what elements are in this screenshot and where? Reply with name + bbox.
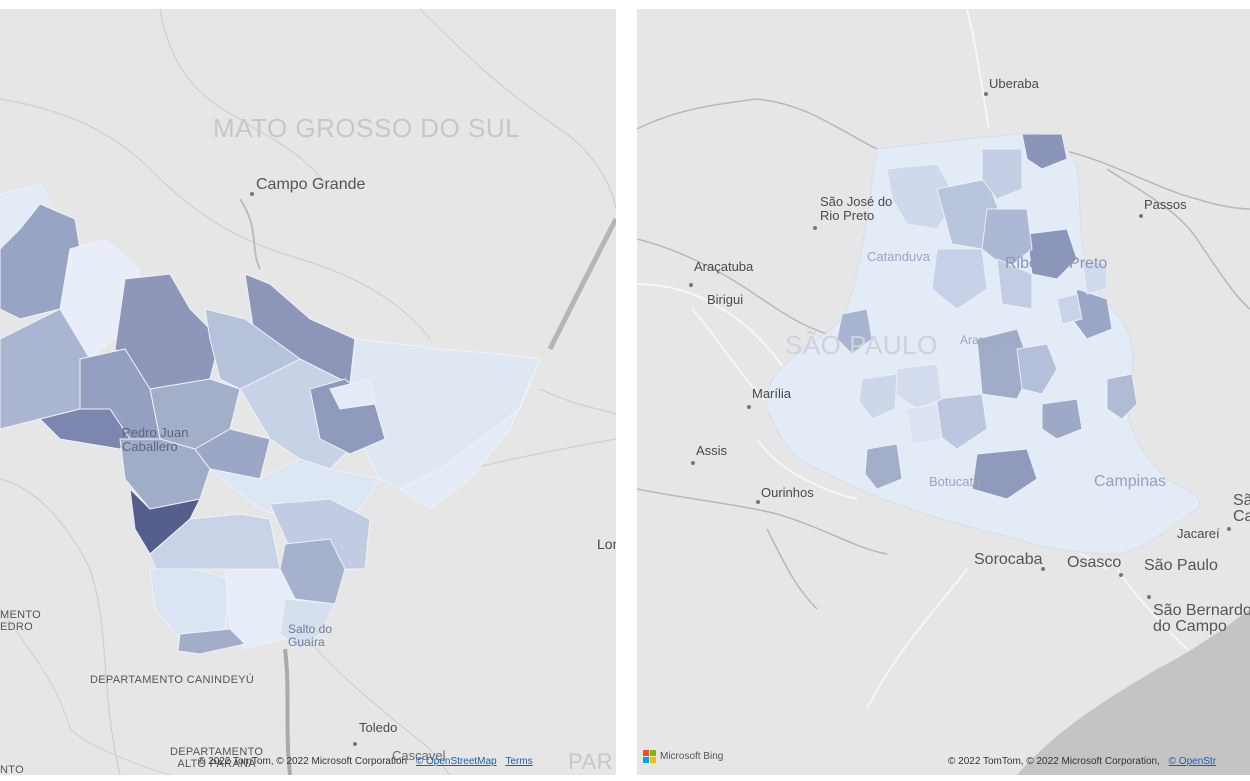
city-label-marilia: Marília	[752, 386, 792, 401]
city-dot	[813, 226, 817, 230]
city-dot	[1041, 567, 1045, 571]
region-shape	[149, 568, 231, 640]
city-label-sao-paulo: São Paulo	[1144, 557, 1218, 574]
city-label-salto-do-guaira: Salto do Guaíra	[288, 622, 333, 649]
region-shape	[177, 628, 246, 655]
city-dot	[747, 405, 751, 409]
openstreetmap-link[interactable]: © OpenStr	[1168, 756, 1217, 767]
city-label-sorocaba: Sorocaba	[974, 551, 1043, 568]
city-label-uberaba: Uberaba	[989, 76, 1039, 91]
region-shape	[1016, 343, 1058, 395]
city-dot	[756, 500, 760, 504]
left-map-canvas	[0, 9, 616, 775]
region-shape	[971, 448, 1038, 500]
city-dot	[1147, 595, 1151, 599]
city-dot	[1139, 214, 1143, 218]
dept-label-alto-parana: DEPARTAMENTO ALTO PARANÁ	[170, 746, 264, 770]
city-label-osasco: Osasco	[1067, 554, 1122, 571]
region-shape	[858, 373, 898, 420]
city-label-birigui: Birigui	[707, 292, 744, 307]
region-shape	[1081, 258, 1108, 295]
region-shape	[906, 403, 943, 445]
city-label-sao-bernardo-do-campo: São Bernardo do Campo	[1153, 602, 1250, 635]
city-label-campinas: Campinas	[1094, 473, 1167, 490]
dept-label-cut: NTO	[0, 764, 24, 775]
city-label-campo-grande: Campo Grande	[256, 176, 366, 193]
state-label-mato-grosso-do-sul: MATO GROSSO DO SUL	[213, 113, 521, 143]
city-dot	[1227, 527, 1231, 531]
region-shape	[1041, 398, 1083, 440]
region-shape	[279, 598, 336, 650]
city-dot	[353, 742, 357, 746]
city-label-pedro-juan-caballero: Pedro Juan Caballero	[122, 425, 189, 454]
terms-link[interactable]: Terms	[505, 756, 533, 767]
region-shape	[119, 438, 211, 510]
city-dot	[984, 92, 988, 96]
region-shape	[1021, 133, 1068, 170]
region-shape	[1056, 293, 1083, 325]
right-map-canvas	[637, 9, 1250, 775]
city-label-aracatuba: Araçatuba	[694, 259, 754, 274]
city-dot	[689, 283, 693, 287]
openstreetmap-link[interactable]: © OpenStreetMap	[415, 756, 497, 767]
dept-label-amambay-cut: MENTO EDRO	[0, 609, 42, 633]
region-shape	[1026, 228, 1078, 280]
map-attribution: © 2022 TomTom, © 2022 Microsoft Corporat…	[198, 756, 533, 767]
city-label-araraquara: Araraquara	[960, 333, 1021, 347]
region-shape	[399, 358, 541, 510]
city-label-jacarei: Jacareí	[1177, 526, 1220, 541]
microsoft-bing-logo: Microsoft Bing	[643, 750, 723, 763]
country-label-paraguay-cut: PAR	[568, 749, 614, 774]
city-label-cascavel: Cascavel	[392, 748, 446, 763]
region-shape	[931, 248, 988, 310]
bing-label: Microsoft Bing	[660, 751, 724, 762]
region-shape	[886, 163, 958, 230]
city-label-assis: Assis	[696, 443, 728, 458]
city-label-lon-cut: Lon	[597, 536, 616, 552]
region-shape	[194, 428, 271, 480]
region-shape	[864, 443, 903, 490]
state-label-sao-paulo: SÃO PAULO	[785, 330, 938, 360]
microsoft-logo-icon	[643, 750, 656, 763]
dept-label-canindeyu: DEPARTAMENTO CANINDEYÚ	[90, 674, 255, 686]
right-map[interactable]: Uberaba São José do Rio Preto Passos Cat…	[637, 9, 1250, 775]
city-dot	[691, 461, 695, 465]
map-attribution: © 2022 TomTom, © 2022 Microsoft Corporat…	[948, 756, 1216, 767]
left-map[interactable]: MATO GROSSO DO SUL Campo Grande Pedro Ju…	[0, 9, 616, 775]
copyright-text: © 2022 TomTom, © 2022 Microsoft Corporat…	[948, 756, 1160, 767]
region-shape	[329, 378, 376, 410]
region-shape	[836, 308, 873, 355]
city-label-toledo: Toledo	[359, 720, 398, 735]
city-label-botucatu: Botucatu	[929, 474, 981, 489]
city-label-catanduva: Catanduva	[867, 249, 930, 264]
city-label-ribeirao-preto: Ribeirão Preto	[1005, 255, 1108, 272]
city-dot	[250, 192, 254, 196]
city-label-passos: Passos	[1144, 197, 1187, 212]
city-label-ourinhos: Ourinhos	[761, 485, 814, 500]
region-shape	[981, 148, 1023, 200]
city-dot	[1119, 573, 1123, 577]
region-shape	[996, 258, 1033, 310]
region-shape	[1106, 373, 1138, 420]
city-label-cut: Sã Ca	[1233, 492, 1250, 525]
city-label-sao-jose-do-rio-preto: São José do Rio Preto	[820, 194, 893, 223]
copyright-text: © 2022 TomTom, © 2022 Microsoft Corporat…	[198, 756, 408, 767]
region-shape	[981, 208, 1033, 270]
